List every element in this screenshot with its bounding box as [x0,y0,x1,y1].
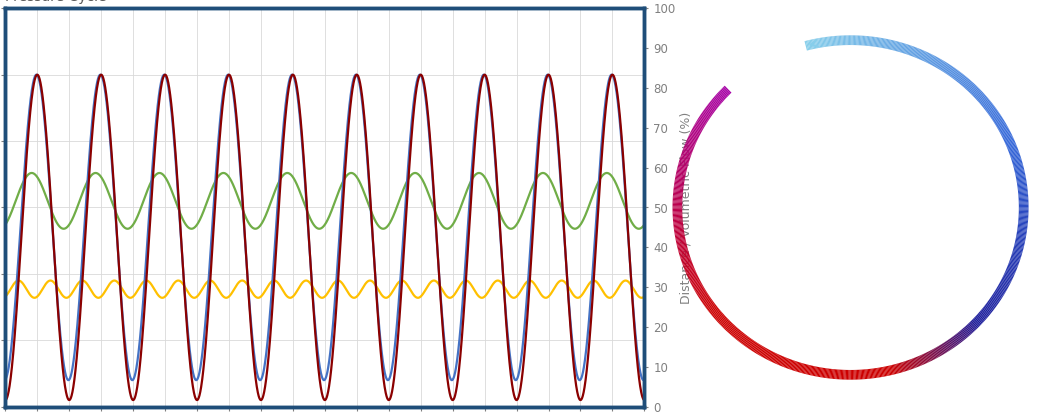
Y-axis label: Distance / Volumetric Flow (%): Distance / Volumetric Flow (%) [680,111,692,304]
Text: Pressure Cycle: Pressure Cycle [5,0,107,4]
